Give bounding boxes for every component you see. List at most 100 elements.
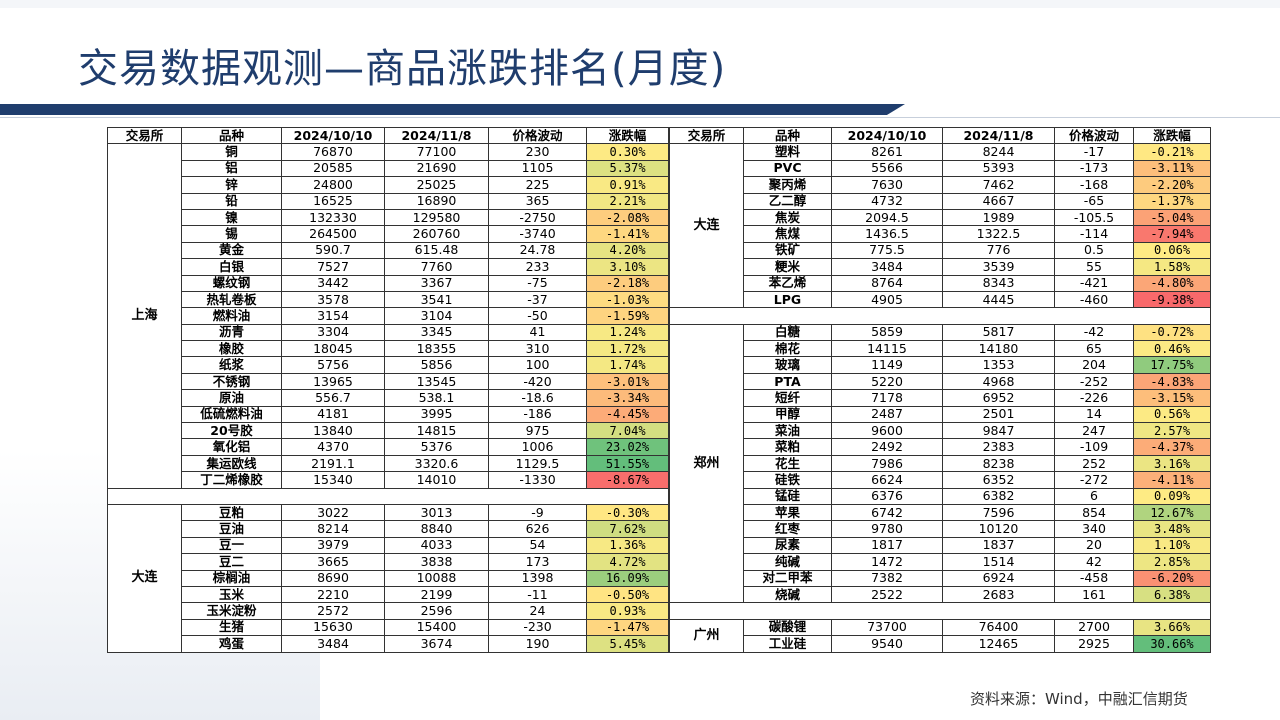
table-row: 白银 7527 7760 233 3.10% bbox=[108, 258, 669, 276]
price-start-cell: 2492 bbox=[831, 438, 943, 456]
price-end-cell: 12465 bbox=[942, 635, 1055, 653]
table-row: 纯碱 1472 1514 42 2.85% bbox=[670, 553, 1211, 571]
price-start-cell: 3665 bbox=[281, 553, 385, 571]
price-change-cell: -458 bbox=[1054, 569, 1134, 587]
table-row: 螺纹钢 3442 3367 -75 -2.18% bbox=[108, 274, 669, 292]
product-cell: 花生 bbox=[743, 454, 832, 473]
table-row: 纸浆 5756 5856 100 1.74% bbox=[108, 356, 669, 374]
price-change-cell: 1129.5 bbox=[488, 454, 587, 473]
table-row: 铅 16525 16890 365 2.21% bbox=[108, 192, 669, 210]
price-end-cell: 3995 bbox=[384, 405, 489, 424]
price-end-cell: 14815 bbox=[384, 422, 489, 440]
product-cell: 黄金 bbox=[181, 241, 282, 260]
table-row: 低硫燃料油 4181 3995 -186 -4.45% bbox=[108, 405, 669, 424]
pct-change-cell: -2.08% bbox=[586, 208, 669, 227]
price-end-cell: 8238 bbox=[942, 454, 1055, 473]
price-end-cell: 1989 bbox=[942, 208, 1055, 227]
price-start-cell: 3484 bbox=[281, 635, 385, 653]
price-change-cell: -17 bbox=[1054, 143, 1134, 161]
product-cell: 低硫燃料油 bbox=[181, 405, 282, 424]
price-end-cell: 2596 bbox=[384, 602, 489, 620]
product-cell: 不锈钢 bbox=[181, 372, 282, 391]
table-row: 棕榈油 8690 10088 1398 16.09% bbox=[108, 569, 669, 587]
product-cell: 烧碱 bbox=[743, 585, 832, 604]
pct-change-cell: -4.83% bbox=[1133, 372, 1211, 391]
price-start-cell: 9540 bbox=[831, 635, 943, 653]
product-cell: 纸浆 bbox=[181, 356, 282, 374]
header-date-start: 2024/10/10 bbox=[281, 126, 385, 145]
pct-change-cell: -4.45% bbox=[586, 405, 669, 424]
product-cell: 尿素 bbox=[743, 536, 832, 555]
price-end-cell: 4667 bbox=[942, 192, 1055, 210]
product-cell: 碳酸锂 bbox=[743, 618, 832, 637]
header-product: 品种 bbox=[743, 126, 832, 145]
product-cell: 聚丙烯 bbox=[743, 176, 832, 194]
table-row: LPG 4905 4445 -460 -9.38% bbox=[670, 290, 1211, 309]
price-change-cell: -420 bbox=[488, 372, 587, 391]
price-start-cell: 264500 bbox=[281, 225, 385, 243]
table-row: 苯乙烯 8764 8343 -421 -4.80% bbox=[670, 274, 1211, 292]
table-row: 豆油 8214 8840 626 7.62% bbox=[108, 520, 669, 538]
price-change-cell: -252 bbox=[1054, 372, 1134, 391]
product-cell: 铁矿 bbox=[743, 241, 832, 260]
table-row: 橡胶 18045 18355 310 1.72% bbox=[108, 340, 669, 358]
price-end-cell: 5393 bbox=[942, 159, 1055, 178]
product-cell: 豆二 bbox=[181, 553, 282, 571]
pct-change-cell: 3.48% bbox=[1133, 520, 1211, 538]
pct-change-cell: 1.74% bbox=[586, 356, 669, 374]
product-cell: 短纤 bbox=[743, 389, 832, 407]
price-start-cell: 590.7 bbox=[281, 241, 385, 260]
price-start-cell: 2210 bbox=[281, 585, 385, 604]
product-cell: 丁二烯橡胶 bbox=[181, 471, 282, 489]
price-start-cell: 15630 bbox=[281, 618, 385, 637]
price-start-cell: 7178 bbox=[831, 389, 943, 407]
product-cell: 白糖 bbox=[743, 323, 832, 342]
header-price-change: 价格波动 bbox=[488, 126, 587, 145]
product-cell: 粳米 bbox=[743, 258, 832, 276]
price-start-cell: 4905 bbox=[831, 290, 943, 309]
price-end-cell: 15400 bbox=[384, 618, 489, 637]
price-change-cell: -168 bbox=[1054, 176, 1134, 194]
price-change-cell: 252 bbox=[1054, 454, 1134, 473]
pct-change-cell: 7.62% bbox=[586, 520, 669, 538]
product-cell: 豆一 bbox=[181, 536, 282, 555]
price-start-cell: 3578 bbox=[281, 290, 385, 309]
price-change-cell: 2925 bbox=[1054, 635, 1134, 653]
pct-change-cell: 3.66% bbox=[1133, 618, 1211, 637]
price-end-cell: 3541 bbox=[384, 290, 489, 309]
price-start-cell: 20585 bbox=[281, 159, 385, 178]
price-end-cell: 25025 bbox=[384, 176, 489, 194]
price-end-cell: 3320.6 bbox=[384, 454, 489, 473]
pct-change-cell: 7.04% bbox=[586, 422, 669, 440]
price-end-cell: 7596 bbox=[942, 503, 1055, 522]
table-row: 原油 556.7 538.1 -18.6 -3.34% bbox=[108, 389, 669, 407]
product-cell: 玻璃 bbox=[743, 356, 832, 374]
price-end-cell: 4033 bbox=[384, 536, 489, 555]
price-end-cell: 4445 bbox=[942, 290, 1055, 309]
price-start-cell: 2522 bbox=[831, 585, 943, 604]
price-change-cell: 6 bbox=[1054, 487, 1134, 505]
price-end-cell: 2501 bbox=[942, 405, 1055, 424]
product-cell: 铅 bbox=[181, 192, 282, 210]
table-row: 短纤 7178 6952 -226 -3.15% bbox=[670, 389, 1211, 407]
price-end-cell: 3838 bbox=[384, 553, 489, 571]
pct-change-cell: 1.36% bbox=[586, 536, 669, 555]
table-row: 广州 碳酸锂 73700 76400 2700 3.66% bbox=[669, 618, 1211, 653]
product-cell: 锌 bbox=[181, 176, 282, 194]
table-row: 锡 264500 260760 -3740 -1.41% bbox=[108, 225, 669, 243]
price-end-cell: 260760 bbox=[384, 225, 489, 243]
pct-change-cell: -9.38% bbox=[1133, 290, 1211, 309]
price-start-cell: 18045 bbox=[281, 340, 385, 358]
pct-change-cell: 3.10% bbox=[586, 258, 669, 276]
price-start-cell: 15340 bbox=[281, 471, 385, 489]
price-change-cell: 626 bbox=[488, 520, 587, 538]
product-cell: 螺纹钢 bbox=[181, 274, 282, 292]
price-change-cell: 24 bbox=[488, 602, 587, 620]
price-change-cell: -3740 bbox=[488, 225, 587, 243]
price-start-cell: 24800 bbox=[281, 176, 385, 194]
price-start-cell: 13840 bbox=[281, 422, 385, 440]
price-end-cell: 9847 bbox=[942, 422, 1055, 440]
pct-change-cell: -4.37% bbox=[1133, 438, 1211, 456]
price-end-cell: 5817 bbox=[942, 323, 1055, 342]
product-cell: 白银 bbox=[181, 258, 282, 276]
